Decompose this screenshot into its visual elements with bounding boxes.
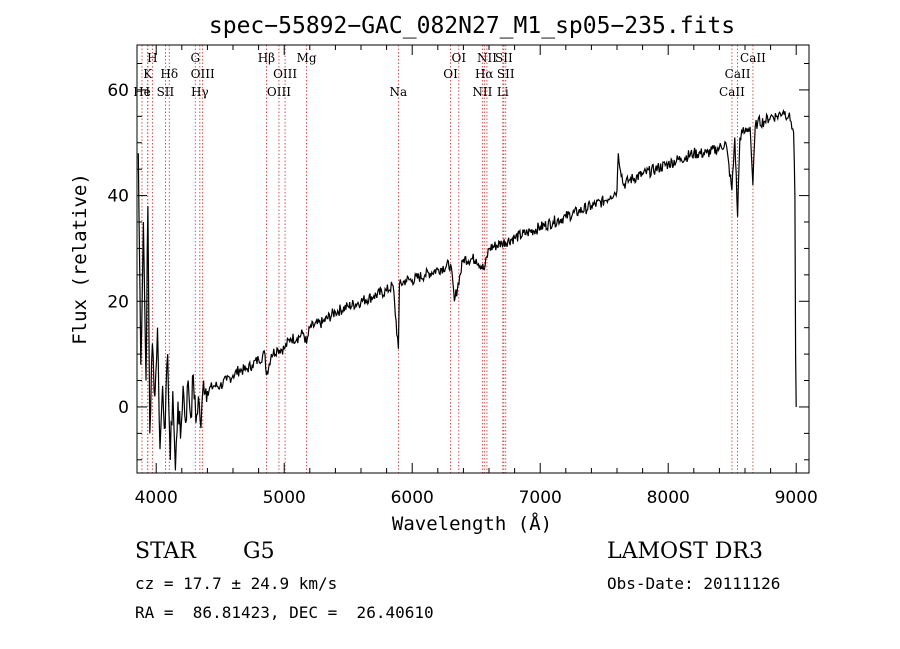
line-label-20: NII <box>472 85 492 99</box>
line-label-15: OI <box>443 67 458 81</box>
line-label-21: Li <box>497 85 509 99</box>
line-label-11: OIII <box>267 85 291 99</box>
y-axis-ticks: 0 20 40 60 <box>107 62 809 461</box>
object-subclass: G5 <box>243 539 275 564</box>
y-tick-label-3: 60 <box>107 81 129 101</box>
line-label-7: OIII <box>191 67 215 81</box>
line-label-18: Hα <box>475 67 494 81</box>
x-tick-label-5: 9000 <box>775 488 818 508</box>
coordinates: RA = 86.81423, DEC = 26.40610 <box>135 603 434 622</box>
x-tick-label-4: 8000 <box>647 488 690 508</box>
line-label-6: G <box>190 51 200 65</box>
spectral-line-markers <box>141 45 754 473</box>
y-axis-label: Flux (relative) <box>69 173 91 345</box>
x-tick-label-0: 4000 <box>135 488 178 508</box>
line-label-5: Hδ <box>160 67 178 81</box>
observation-date: Obs-Date: 20111126 <box>607 574 781 593</box>
line-label-22: CaII <box>740 51 766 65</box>
x-tick-label-3: 7000 <box>519 488 562 508</box>
plot-frame <box>136 44 810 474</box>
line-label-17: SII <box>495 51 513 65</box>
survey-name: LAMOST DR3 <box>607 539 763 564</box>
line-label-9: Hβ <box>258 51 275 65</box>
line-label-8: Hγ <box>191 85 209 99</box>
x-axis-ticks: 4000 5000 6000 7000 8000 9000 <box>135 45 818 508</box>
line-label-3: I <box>145 85 150 99</box>
line-label-14: OI <box>452 51 467 65</box>
chart-title: spec−55892−GAC_082N27_M1_sp05−235.fits <box>209 13 735 39</box>
line-label-23: CaII <box>725 67 751 81</box>
line-label-16: NII <box>477 51 497 65</box>
line-label-24: CaII <box>719 85 745 99</box>
y-tick-label-0: 0 <box>118 398 129 418</box>
line-label-10: OIII <box>273 67 297 81</box>
object-class: STAR <box>135 539 196 564</box>
line-label-1: K <box>143 67 153 81</box>
x-tick-label-2: 6000 <box>391 488 434 508</box>
x-tick-label-1: 5000 <box>263 488 306 508</box>
spectrum-series-line <box>137 108 797 471</box>
line-label-0: H <box>147 51 157 65</box>
line-label-19: SII <box>497 67 515 81</box>
y-tick-label-2: 40 <box>107 187 129 207</box>
line-label-2: He <box>133 85 151 99</box>
line-label-13: Na <box>390 85 408 99</box>
line-label-12: Mg <box>297 51 317 65</box>
y-tick-label-1: 20 <box>107 292 129 312</box>
x-axis-label: Wavelength (Å) <box>392 512 552 535</box>
redshift-cz: cz = 17.7 ± 24.9 km/s <box>135 574 338 593</box>
line-label-4: SII <box>157 85 175 99</box>
